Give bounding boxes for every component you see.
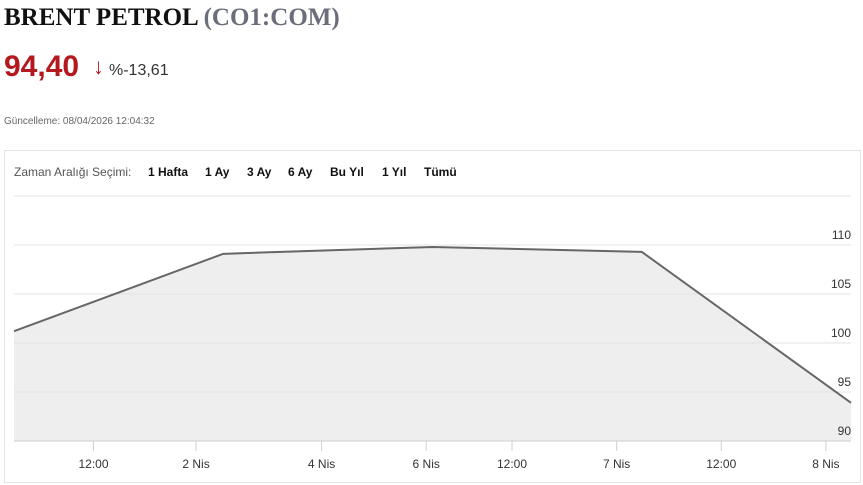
range-option[interactable]: 1 Yıl <box>382 165 407 179</box>
y-tick-label: 90 <box>838 424 852 438</box>
change: %-13,61 <box>109 62 169 79</box>
x-tick-label: 7 Nis <box>603 457 630 471</box>
chart-box <box>4 150 861 483</box>
y-tick-label: 95 <box>838 375 852 389</box>
price: 94,40 <box>4 50 80 83</box>
area <box>14 246 851 441</box>
y-tick-label: 110 <box>832 228 851 242</box>
range-label: Zaman Aralığı Seçimi: <box>14 165 132 179</box>
range-option[interactable]: 1 Ay <box>205 165 230 179</box>
range-option[interactable]: 1 Hafta <box>148 165 189 179</box>
x-tick-label: 12:00 <box>497 457 527 471</box>
y-tick-label: 105 <box>831 277 851 291</box>
y-tick-label: 100 <box>831 326 851 340</box>
range-option[interactable]: Bu Yıl <box>330 165 364 179</box>
x-tick-label: 2 Nis <box>182 457 209 471</box>
x-tick-label: 8 Nis <box>812 457 839 471</box>
x-tick-label: 4 Nis <box>308 457 335 471</box>
updated: Güncelleme: 08/04/2026 12:04:32 <box>4 116 155 127</box>
x-tick-label: 6 Nis <box>413 457 440 471</box>
range-option[interactable]: 6 Ay <box>288 165 313 179</box>
line <box>13 245 852 404</box>
x-tick-label: 12:00 <box>78 457 108 471</box>
change-arrow: ↓ <box>93 54 104 79</box>
title: BRENT PETROL (CO1:COM) <box>4 4 340 32</box>
symbol: (CO1:COM) <box>203 4 340 31</box>
x-tick-label: 12:00 <box>706 457 736 471</box>
range-option[interactable]: 3 Ay <box>247 165 272 179</box>
title-text: BRENT PETROL <box>4 4 198 31</box>
range-option[interactable]: Tümü <box>424 165 457 179</box>
